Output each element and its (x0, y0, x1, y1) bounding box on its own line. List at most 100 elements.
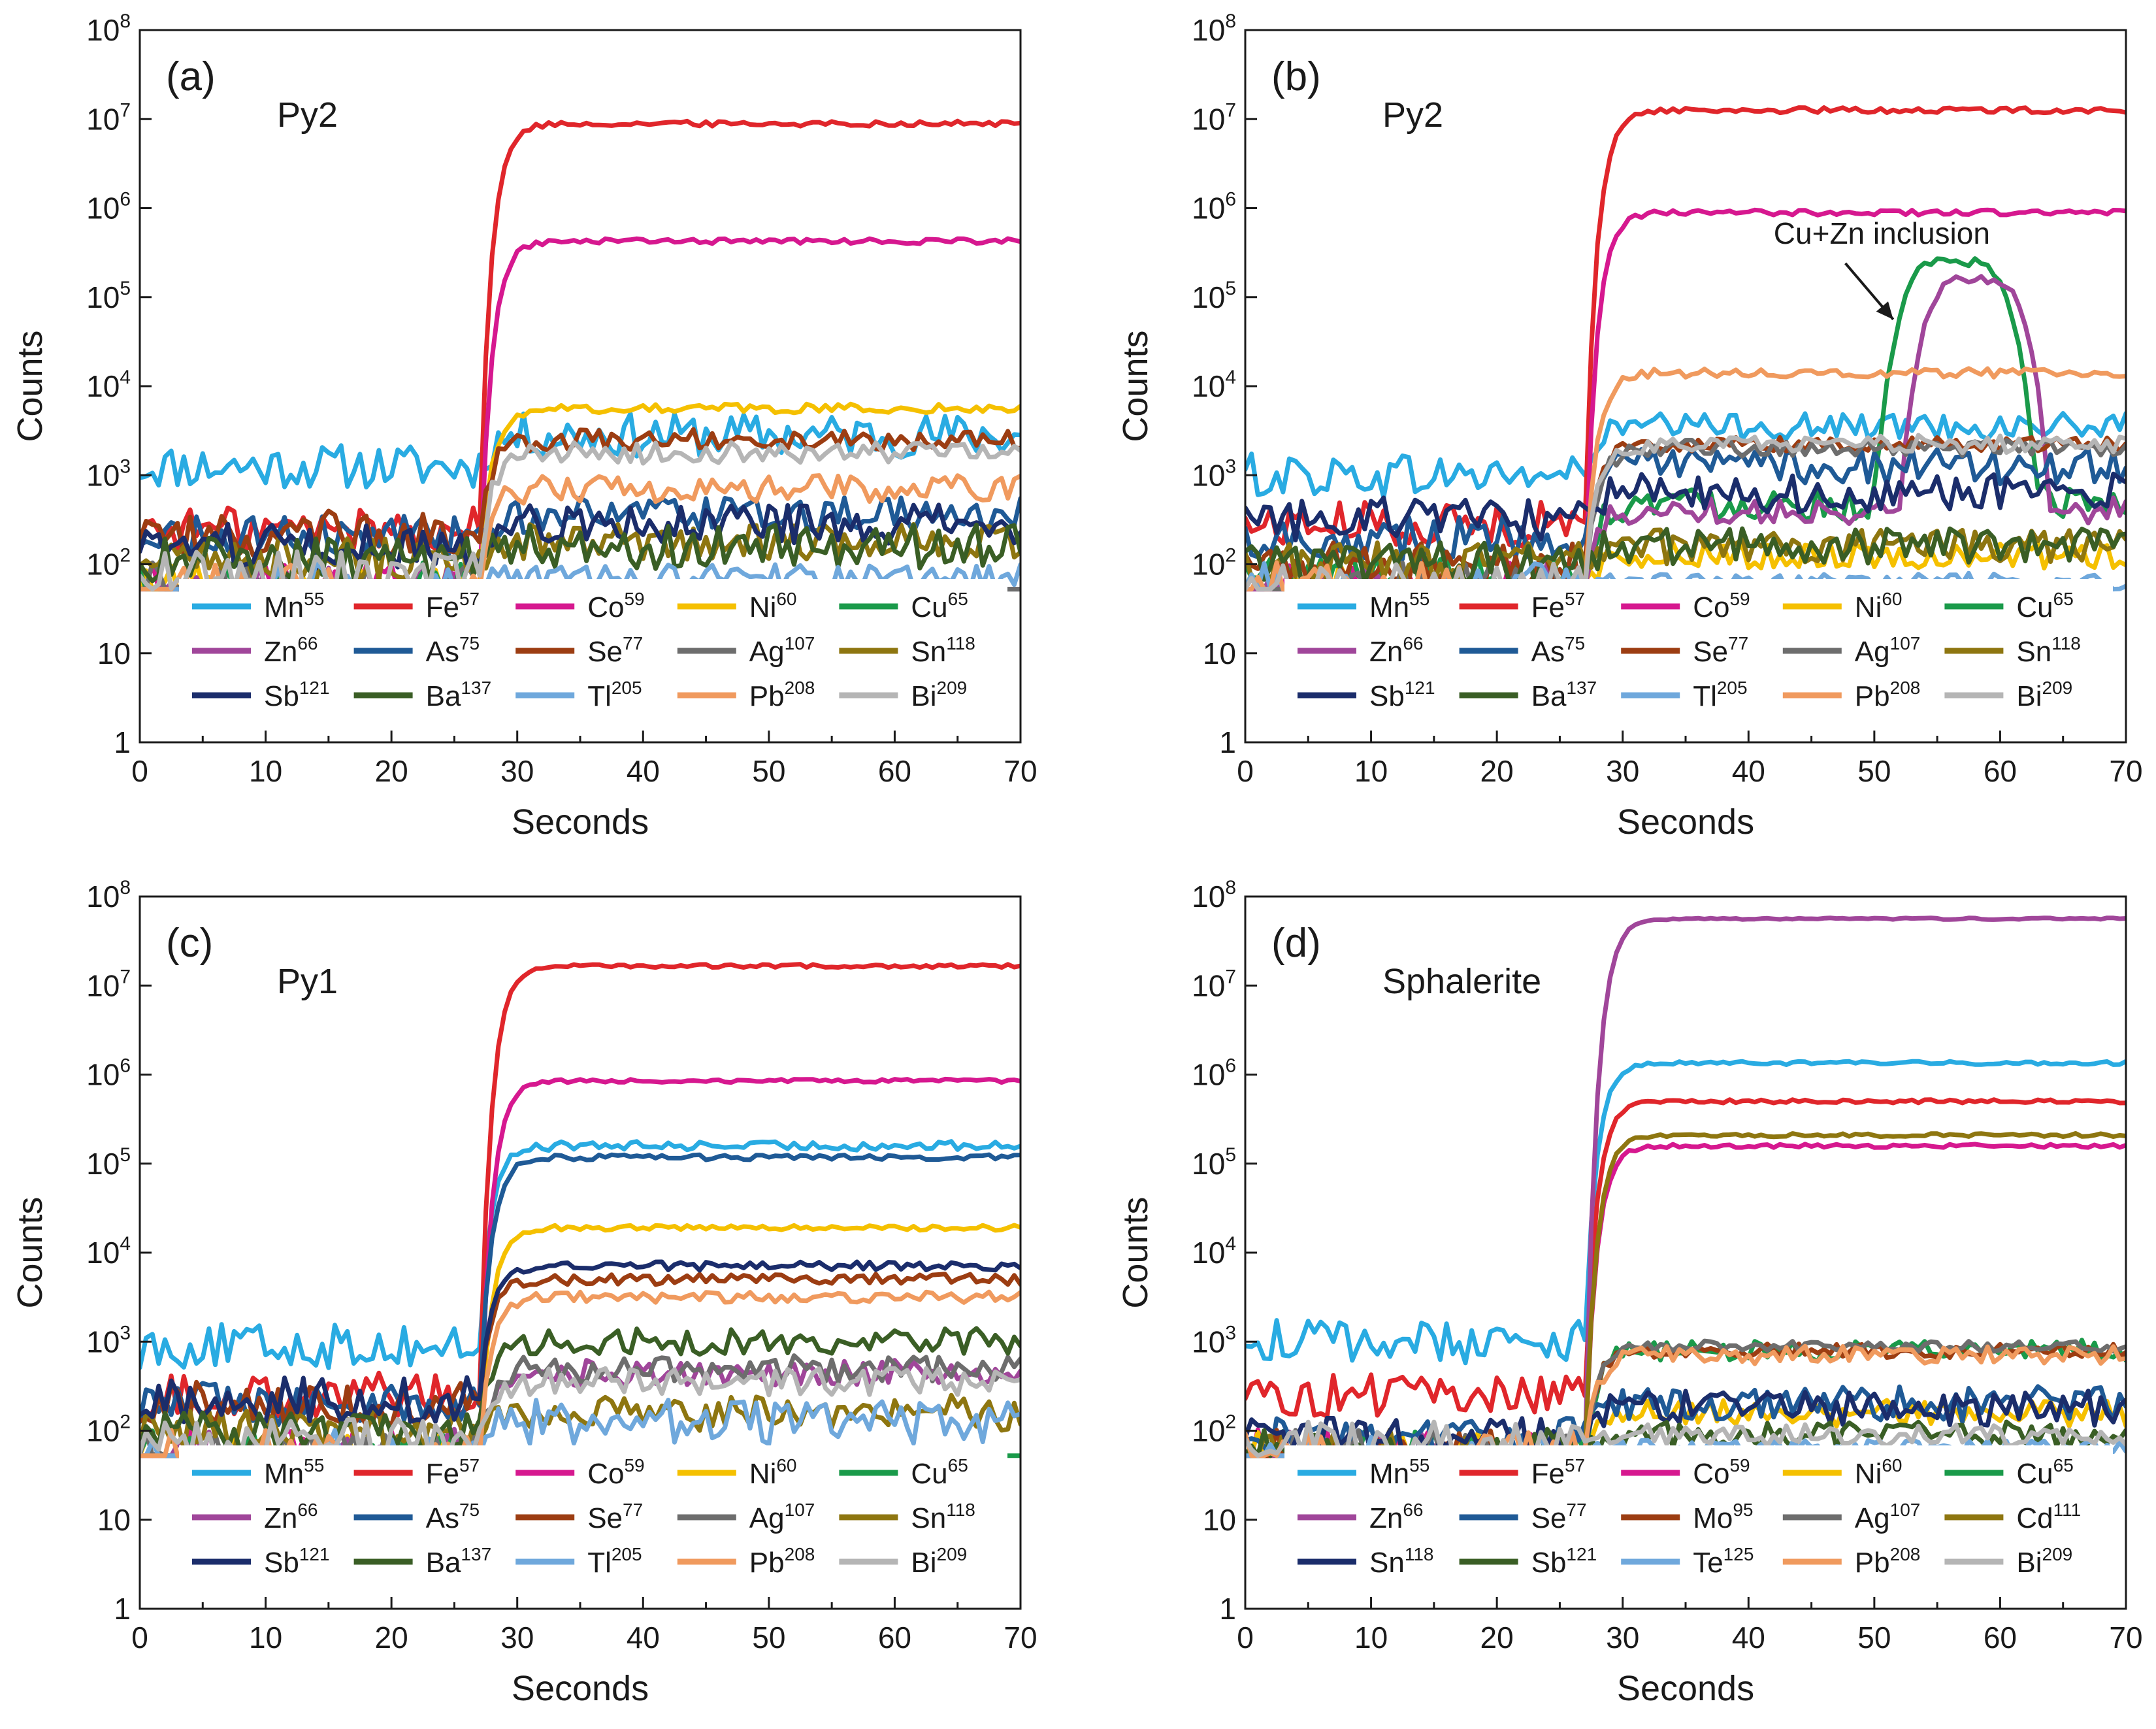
legend-item-bi: Bi209 (839, 1544, 967, 1579)
panel-c: 0 10 20 30 40 50 60 70 1 10 102 103 104 105 106 107 108 S… (10, 877, 1037, 1708)
series-zn-line (1245, 915, 2126, 1458)
legend-label: Cd111 (2016, 1500, 2081, 1534)
legend-item-ba: Ba137 (353, 1544, 491, 1579)
y-tick-label: 102 (1192, 1411, 1236, 1448)
annotation-arrowhead (1876, 301, 1893, 320)
legend-item-cu: Cu65 (1944, 589, 2074, 623)
legend-label: Sb121 (1369, 678, 1435, 712)
panel-label: (d) (1271, 921, 1321, 966)
x-tick-label: 50 (752, 754, 785, 788)
legend-label: Cu65 (911, 589, 968, 623)
y-tick-label: 107 (1192, 99, 1236, 136)
legend-item-sn: Sn118 (839, 633, 975, 668)
legend-item-zn: Zn66 (1298, 633, 1424, 668)
legend-label: Co59 (1693, 589, 1750, 623)
legend-label: Tl205 (587, 1544, 642, 1579)
legend-label: Tl205 (1693, 678, 1747, 712)
series-fe-line (140, 962, 1021, 1419)
legend-label: Tl205 (587, 678, 642, 712)
legend-item-tl: Tl205 (1621, 678, 1748, 712)
legend-label: Te125 (1693, 1544, 1754, 1579)
series-ba-line (1245, 526, 2126, 588)
legend-label: Pb208 (1855, 1544, 1921, 1579)
legend-label: As75 (426, 1500, 480, 1534)
panel-label: (a) (166, 54, 216, 99)
legend: Mn55 Fe57 Co59 Ni60 Cu65 Zn66 As75 Se77 Ag107 Sn1… (179, 579, 1007, 731)
y-tick-label: 1 (1219, 725, 1236, 759)
series-mn-line (1245, 411, 2126, 500)
legend-item-co: Co59 (515, 1455, 645, 1490)
x-tick-label: 0 (1237, 1621, 1254, 1655)
y-tick-label: 1 (114, 725, 131, 759)
x-tick-label: 60 (878, 1621, 911, 1655)
legend-label: Cu65 (2016, 1455, 2073, 1490)
legend-label: Sb121 (264, 678, 330, 712)
legend-item-co: Co59 (515, 589, 645, 623)
panel-title: Py2 (277, 95, 338, 135)
y-tick-label: 102 (86, 545, 131, 582)
legend-label: Bi209 (2016, 1544, 2072, 1579)
y-tick-label: 108 (1192, 877, 1236, 914)
panel-title: Sphalerite (1382, 962, 1541, 1001)
legend-label: Ag107 (1855, 633, 1921, 668)
series-lines (1245, 915, 2126, 1458)
legend-item-fe: Fe57 (1459, 589, 1585, 623)
series-pb-line (140, 473, 1021, 592)
legend-item-se: Se77 (515, 633, 643, 668)
y-tick-label: 10 (97, 636, 131, 670)
legend-item-mn: Mn55 (192, 1455, 324, 1490)
y-tick-label: 103 (1192, 1322, 1236, 1358)
x-tick-label: 40 (627, 1621, 660, 1655)
series-sn-line (1245, 1389, 2126, 1458)
legend-label: Ni60 (1855, 589, 1903, 623)
legend-item-sb: Sb121 (1298, 678, 1435, 712)
series-cd-line (1245, 1131, 2126, 1458)
legend-label: Co59 (587, 589, 644, 623)
legend-label: Bi209 (911, 1544, 967, 1579)
y-tick-label: 107 (86, 966, 131, 1002)
legend-item-cu: Cu65 (839, 1455, 968, 1490)
x-axis-label: Seconds (1617, 802, 1754, 842)
legend-label: Ag107 (749, 1500, 815, 1534)
x-tick-label: 30 (1606, 1621, 1639, 1655)
x-tick-label: 60 (1984, 754, 2017, 788)
legend-item-sn: Sn118 (1944, 633, 2081, 668)
y-tick-label: 106 (86, 189, 131, 225)
x-axis-label: Seconds (512, 1669, 649, 1708)
legend-item-zn: Zn66 (192, 1500, 318, 1534)
legend-label: Sn118 (2016, 633, 2080, 668)
legend-item-bi: Bi209 (1944, 1544, 2072, 1579)
x-tick-label: 10 (249, 754, 282, 788)
legend-item-sn: Sn118 (1298, 1544, 1433, 1579)
y-tick-label: 108 (1192, 10, 1236, 47)
legend-label: Mn55 (1369, 1455, 1429, 1490)
legend-item-co: Co59 (1621, 589, 1750, 623)
x-tick-label: 0 (1237, 754, 1254, 788)
legend-label: Ni60 (749, 1455, 797, 1490)
y-axis-label: Counts (1116, 1196, 1155, 1308)
series-fe-line (1245, 1097, 2126, 1419)
legend-item-sn: Sn118 (839, 1500, 975, 1534)
x-tick-label: 70 (1004, 1621, 1037, 1655)
legend-label: Mo95 (1693, 1500, 1753, 1534)
series-sb-line (140, 1259, 1021, 1424)
panel-title: Py2 (1382, 95, 1443, 135)
y-axis-label: Counts (10, 330, 50, 442)
y-tick-label: 105 (86, 278, 131, 314)
legend: Mn55 Fe57 Co59 Ni60 Cu65 Zn66 As75 Se77 Ag107 Sn1… (1284, 579, 2113, 731)
x-tick-label: 0 (131, 754, 148, 788)
series-sn-line (140, 521, 1021, 583)
legend-item-pb: Pb208 (677, 1544, 815, 1579)
x-tick-label: 60 (878, 754, 911, 788)
legend-label: Ba137 (1531, 678, 1597, 712)
legend-label: Bi209 (911, 678, 967, 712)
y-tick-label: 103 (86, 1322, 131, 1358)
y-tick-label: 108 (86, 877, 131, 914)
x-tick-label: 70 (1004, 754, 1037, 788)
legend-item-sb: Sb121 (192, 1544, 330, 1579)
legend-label: Bi209 (2016, 678, 2072, 712)
legend-item-ag: Ag107 (677, 633, 815, 668)
y-tick-label: 104 (86, 367, 131, 403)
y-axis-label: Counts (1116, 330, 1155, 442)
